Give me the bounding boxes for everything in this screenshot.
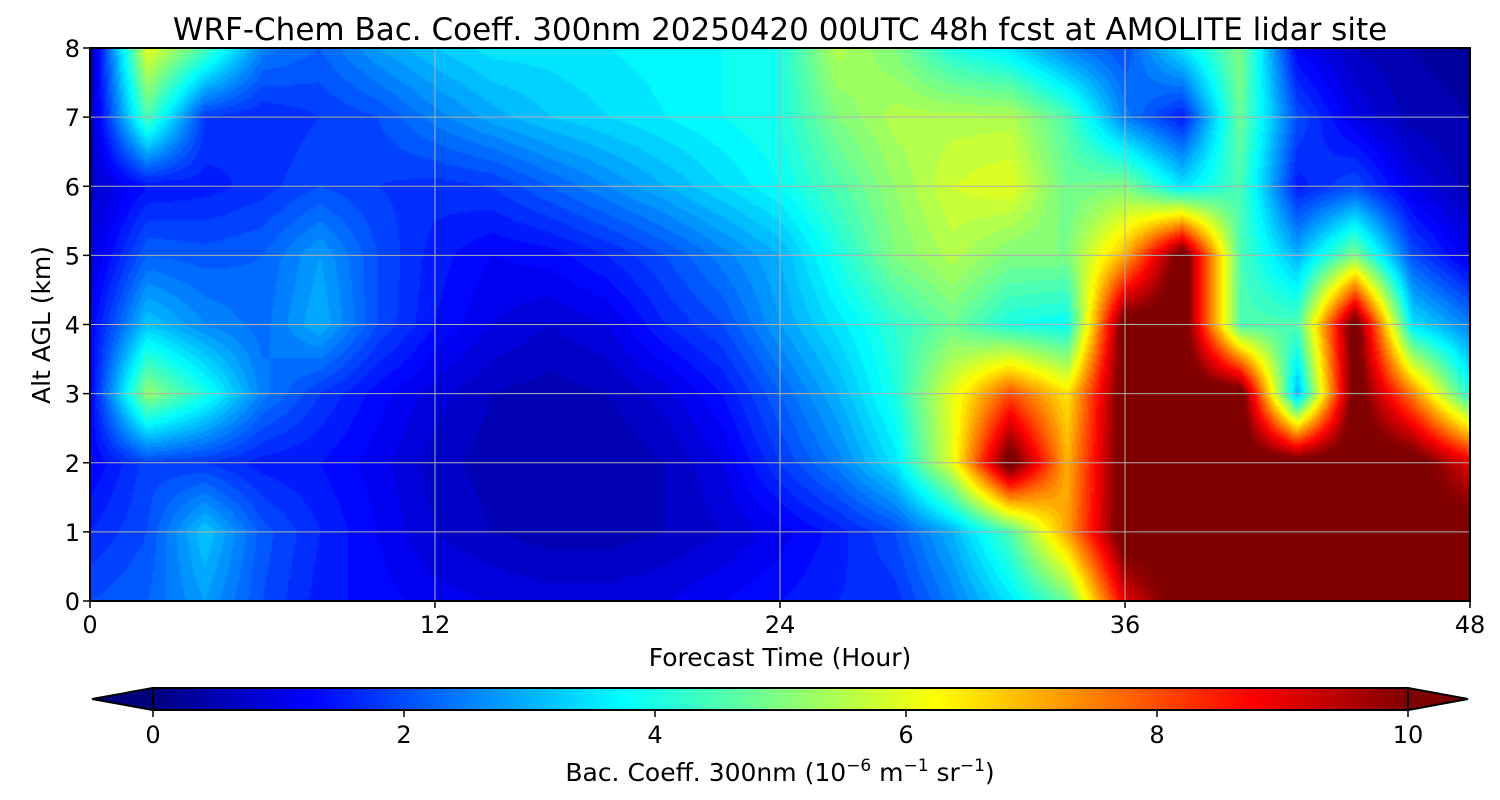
colorbar-tick-label: 2: [396, 721, 411, 749]
y-axis: 0 1 2 3 4 5 6 7 8: [65, 35, 90, 616]
colorbar-tick-label: 4: [647, 721, 662, 749]
x-tick-label: 36: [1110, 611, 1141, 639]
x-tick-label: 48: [1455, 611, 1486, 639]
colorbar-label-part: sr: [929, 758, 961, 787]
y-tick-label: 5: [65, 242, 80, 270]
colorbar-ticks: 0 2 4 6 8 10: [145, 710, 1423, 749]
colorbar-label: Bac. Coeff. 300nm (10−6 m−1 sr−1): [565, 756, 994, 787]
colorbar-gradient: [152, 687, 1409, 711]
colorbar-label-exponent: −1: [960, 756, 985, 776]
colorbar-tick-label: 0: [145, 721, 160, 749]
colorbar: 0 2 4 6 8 10 Bac. Coeff. 300nm (10−6 m−1 sr−1…: [91, 686, 1469, 787]
colorbar-label-part: ): [985, 758, 995, 787]
colorbar-extend-low: [91, 686, 154, 712]
y-tick-label: 0: [65, 588, 80, 616]
x-axis-label: Forecast Time (Hour): [649, 643, 912, 672]
x-axis: 0 12 24 36 48: [82, 601, 1485, 639]
x-tick-label: 0: [82, 611, 97, 639]
colorbar-tick-label: 6: [898, 721, 913, 749]
y-axis-label: Alt AGL (km): [27, 246, 56, 404]
colorbar-extend-high: [1407, 686, 1469, 712]
colorbar-label-part: Bac. Coeff. 300nm (10: [565, 758, 846, 787]
y-tick-label: 8: [65, 35, 80, 63]
colorbar-tick-label: 10: [1393, 721, 1424, 749]
y-tick-label: 4: [65, 312, 80, 340]
colorbar-label-exponent: −6: [846, 756, 871, 776]
y-tick-label: 3: [65, 381, 80, 409]
colorbar-label-part: m: [871, 758, 903, 787]
x-tick-label: 24: [765, 611, 796, 639]
y-tick-label: 2: [65, 450, 80, 478]
x-tick-label: 12: [420, 611, 451, 639]
colorbar-tick-label: 8: [1149, 721, 1164, 749]
y-tick-label: 6: [65, 173, 80, 201]
y-tick-label: 1: [65, 519, 80, 547]
chart-title: WRF-Chem Bac. Coeff. 300nm 20250420 00UT…: [173, 12, 1387, 48]
colorbar-label-exponent: −1: [904, 756, 929, 776]
y-tick-label: 7: [65, 104, 80, 132]
